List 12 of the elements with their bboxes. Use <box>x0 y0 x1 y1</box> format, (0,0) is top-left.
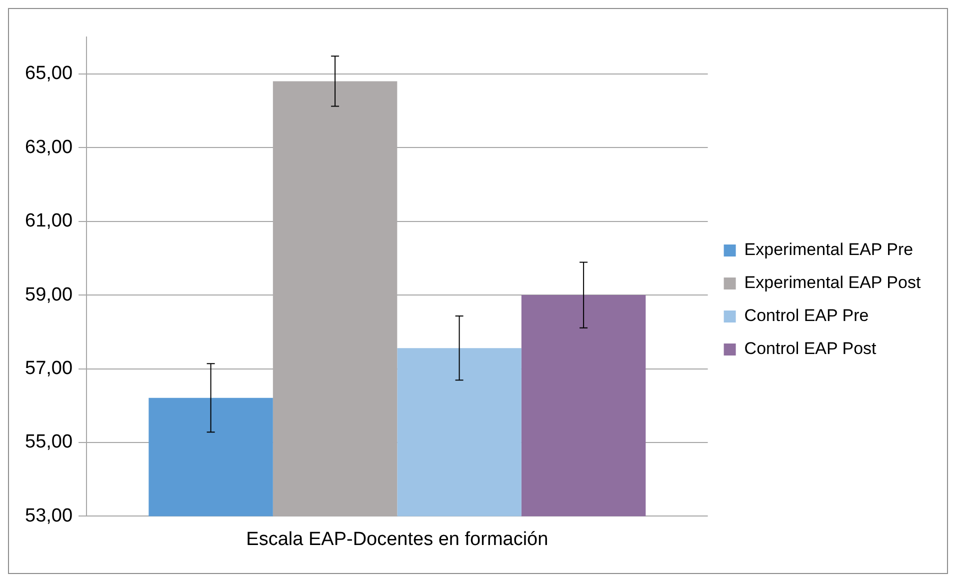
y-tick-label: 53,00 <box>25 505 73 526</box>
legend-label: Control EAP Pre <box>744 306 869 326</box>
legend-label: Experimental EAP Post <box>744 273 921 292</box>
y-tick-label: 55,00 <box>25 432 73 453</box>
y-tick-label: 61,00 <box>25 210 73 232</box>
legend-label: Control EAP Post <box>744 339 877 358</box>
y-tick-label: 65,00 <box>25 63 73 84</box>
x-tick-label: Escala EAP-Docentes en formación <box>246 528 548 550</box>
y-tick-label: 57,00 <box>25 358 73 379</box>
y-tick-label: 63,00 <box>25 136 73 158</box>
legend-label: Experimental EAP Pre <box>744 240 914 260</box>
y-tick-label: 59,00 <box>25 284 73 306</box>
